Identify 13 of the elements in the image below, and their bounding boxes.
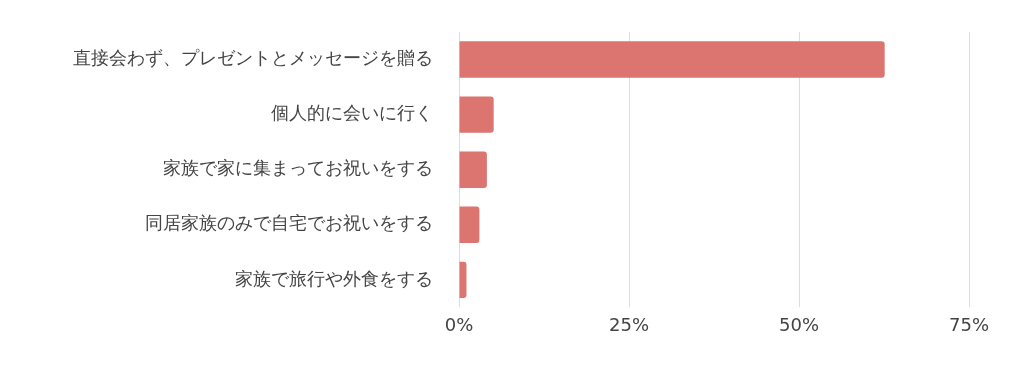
bar xyxy=(459,41,885,78)
bar xyxy=(459,206,480,243)
x-tick-label: 0% xyxy=(444,313,474,335)
y-tick-label: 直接会わず、プレゼントとメッセージを贈る xyxy=(73,47,433,69)
y-tick-label: 家族で家に集まってお祝いをする xyxy=(163,157,433,179)
bar xyxy=(459,96,494,133)
y-tick-label: 個人的に会いに行く xyxy=(271,102,433,124)
x-tick-label: 25% xyxy=(608,313,650,335)
x-tick-label: 50% xyxy=(778,313,820,335)
x-tick-label: 75% xyxy=(948,313,990,335)
bar xyxy=(459,151,487,188)
y-tick-label: 同居家族のみで自宅でお祝いをする xyxy=(145,212,433,234)
y-tick-label: 家族で旅行や外食をする xyxy=(235,267,433,289)
